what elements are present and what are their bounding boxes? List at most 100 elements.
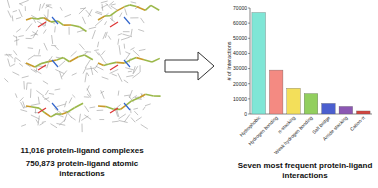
ligand-bond: [98, 105, 106, 107]
bond: [145, 104, 151, 106]
bond: [118, 114, 125, 119]
bond: [77, 30, 84, 32]
bond: [91, 66, 93, 75]
ligand-bond: [98, 16, 105, 20]
bond: [96, 51, 99, 55]
bond: [90, 107, 96, 108]
bond: [59, 71, 62, 79]
bond: [79, 7, 86, 14]
bond: [20, 110, 27, 112]
y-tick: [248, 114, 250, 115]
bond: [4, 78, 8, 82]
bond: [20, 97, 24, 101]
bond: [124, 95, 130, 97]
y-tick-label: 70000: [233, 5, 247, 11]
ligand-bond: [41, 62, 49, 64]
ligand-bond: [124, 60, 130, 67]
bond: [50, 124, 57, 128]
bond: [141, 18, 145, 23]
y-axis-label: # of Interactions: [226, 41, 232, 80]
arrow: [165, 52, 214, 80]
ligand-bond: [37, 18, 44, 19]
ligand-bond: [26, 63, 35, 67]
bond: [14, 58, 15, 62]
bond: [43, 29, 46, 33]
bond: [38, 97, 40, 103]
ligand-bond: [67, 108, 75, 113]
bond: [36, 120, 38, 124]
bond: [83, 67, 86, 73]
ligand-bond: [71, 25, 80, 27]
bond: [71, 51, 77, 56]
bond: [131, 2, 137, 3]
y-tick: [248, 83, 250, 84]
ligand-bond: [105, 15, 110, 17]
bond: [39, 4, 40, 11]
bond: [128, 71, 132, 73]
bond: [122, 34, 132, 37]
y-tick-label: 10000: [233, 96, 247, 102]
ligand-bond: [144, 60, 152, 62]
bond: [42, 121, 46, 123]
bond: [120, 13, 122, 17]
bars: [252, 13, 370, 114]
x-tick-label: Amide stacking: [322, 115, 349, 142]
bar: [304, 94, 318, 114]
bond: [19, 63, 23, 66]
bond: [112, 74, 117, 76]
bond: [101, 4, 108, 8]
bar: [339, 106, 353, 114]
bond: [33, 30, 38, 38]
bond: [69, 97, 72, 103]
bond: [16, 29, 20, 32]
bond: [10, 64, 15, 67]
ligand-bond: [44, 18, 51, 22]
bond: [87, 85, 89, 90]
bond: [85, 60, 90, 68]
ligand-bond: [124, 103, 130, 110]
y-tick: [248, 23, 250, 24]
arrow-shape: [165, 52, 214, 80]
bond: [140, 65, 141, 72]
bond: [25, 6, 26, 11]
bond: [19, 3, 23, 5]
ligand-bond: [106, 107, 114, 110]
bond: [93, 69, 97, 73]
ligand-bond: [35, 64, 41, 67]
bar: [322, 103, 336, 114]
ligand-bond: [26, 105, 31, 107]
bond: [57, 104, 66, 107]
bond: [79, 44, 84, 50]
bond: [94, 49, 98, 51]
bond: [16, 17, 21, 18]
bond: [88, 9, 92, 17]
ligand-bond: [117, 7, 124, 11]
y-tick: [248, 68, 250, 69]
bond: [43, 81, 48, 84]
bond: [84, 115, 91, 120]
bond: [111, 4, 116, 5]
bar: [269, 70, 283, 114]
bond: [26, 23, 32, 31]
bond: [59, 61, 65, 67]
bond: [131, 118, 135, 123]
y-tick: [248, 53, 250, 54]
bond: [47, 59, 50, 68]
bar: [287, 88, 301, 114]
ligand-bond: [110, 22, 118, 27]
bond: [79, 114, 80, 123]
bond: [97, 42, 98, 48]
y-tick-label: 60000: [233, 20, 247, 26]
ligand-bond: [145, 94, 153, 96]
bond: [72, 95, 75, 98]
y-tick-label: 0: [244, 111, 247, 117]
bond: [31, 104, 40, 106]
bond: [101, 51, 105, 55]
bond: [85, 73, 87, 82]
bond: [101, 1, 108, 3]
bond: [95, 20, 102, 26]
bond: [6, 54, 9, 57]
ligand-bond: [38, 108, 46, 113]
bond: [133, 66, 137, 73]
bond: [118, 73, 122, 82]
